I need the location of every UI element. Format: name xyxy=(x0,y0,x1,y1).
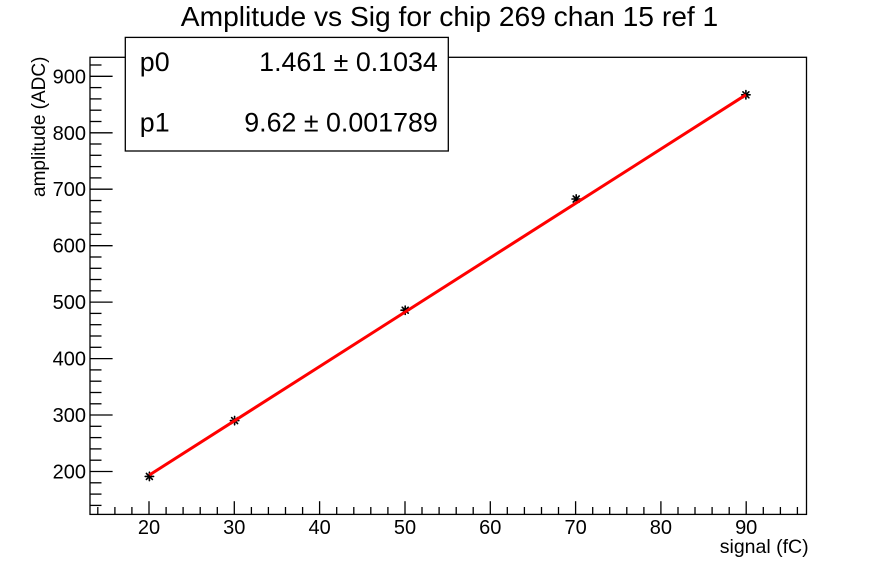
svg-text:signal (fC): signal (fC) xyxy=(720,536,809,558)
svg-text:1.461 ± 0.1034: 1.461 ± 0.1034 xyxy=(259,47,438,77)
svg-text:600: 600 xyxy=(53,236,86,258)
svg-text:800: 800 xyxy=(53,123,86,145)
svg-text:60: 60 xyxy=(479,517,501,539)
svg-text:20: 20 xyxy=(138,517,160,539)
svg-text:9.62 ± 0.001789: 9.62 ± 0.001789 xyxy=(244,108,438,138)
svg-text:200: 200 xyxy=(53,462,86,484)
svg-text:400: 400 xyxy=(53,349,86,371)
svg-text:300: 300 xyxy=(53,405,86,427)
svg-text:700: 700 xyxy=(53,179,86,201)
svg-text:Amplitude vs Sig for chip 269: Amplitude vs Sig for chip 269 chan 15 re… xyxy=(181,0,718,32)
svg-text:50: 50 xyxy=(394,517,416,539)
svg-text:500: 500 xyxy=(53,292,86,314)
svg-text:80: 80 xyxy=(650,517,672,539)
svg-text:40: 40 xyxy=(308,517,330,539)
svg-text:70: 70 xyxy=(564,517,586,539)
svg-text:900: 900 xyxy=(53,66,86,88)
svg-text:90: 90 xyxy=(735,517,757,539)
svg-text:amplitude (ADC): amplitude (ADC) xyxy=(29,57,50,197)
svg-text:30: 30 xyxy=(223,517,245,539)
svg-text:p1: p1 xyxy=(140,108,170,138)
svg-text:p0: p0 xyxy=(140,47,170,77)
